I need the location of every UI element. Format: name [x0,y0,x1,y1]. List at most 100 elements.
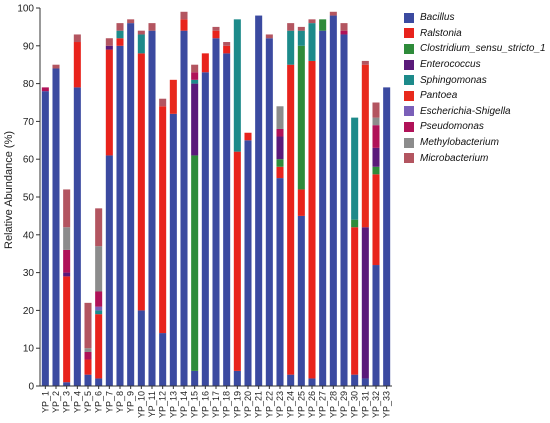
legend-item: Bacillus [404,10,546,26]
legend-label: Methylobacterium [420,137,499,149]
bar-stack-YP_23 [276,106,284,386]
legend-item: Enterococcus [404,57,546,73]
bar-stack-YP_32 [372,102,380,386]
x-tick-label: YP_19 [232,391,242,418]
bar-segment [361,60,369,65]
bar-segment [148,30,156,387]
bar-segment [308,23,316,61]
x-tick-label: YP_3 [62,391,72,413]
bar-stack-YP_22 [265,34,273,387]
x-tick-label: YP_14 [179,391,189,418]
bar-segment [52,68,60,386]
legend-label: Clostridium_sensu_stricto_1 [420,43,546,55]
bar-segment [223,45,231,54]
bar-segment [233,370,241,386]
legend-swatch [404,153,414,164]
bar-segment [73,34,81,43]
legend-item: Pseudomonas [404,119,546,135]
legend-item: Sphingomonas [404,72,546,88]
bar-segment [361,64,369,228]
legend-item: Microbacterium [404,150,546,166]
bar-segment [287,64,295,375]
bar-stack-YP_1 [41,87,49,386]
bar-segment [372,265,380,386]
bar-segment [287,374,295,386]
x-tick-label: YP_27 [318,391,328,418]
x-tick-label: YP_33 [382,391,392,418]
bar-segment [84,374,92,386]
bar-segment [329,15,337,387]
bar-segment [84,348,92,352]
bar-segment [372,117,380,126]
bar-segment [63,272,71,277]
bar-stack-YP_16 [201,53,209,386]
bar-segment [63,227,71,250]
bar-segment [148,23,156,31]
x-tick-label: YP_30 [350,391,360,418]
bar-stack-YP_24 [287,23,295,386]
x-tick-label: YP_18 [222,391,232,418]
y-tick-label: 60 [23,155,35,166]
bar-segment [287,23,295,31]
bar-segment [361,227,369,379]
bar-segment [116,30,124,39]
bar-segment [308,60,316,379]
bar-stack-YP_15 [191,64,199,386]
y-tick-label: 50 [23,193,35,204]
bar-segment [159,106,167,334]
legend-item: Methylobacterium [404,135,546,151]
bar-stack-YP_9 [127,19,135,387]
x-tick-label: YP_21 [254,391,264,418]
legend-swatch [404,121,414,132]
x-tick-label: YP_31 [360,391,370,418]
bar-stack-YP_26 [308,19,316,386]
legend-label: Pantoea [420,90,458,102]
legend-swatch [404,43,414,54]
bar-stack-YP_30 [351,117,359,386]
bar-segment [255,15,263,387]
bar-segment [116,38,124,46]
x-tick-label: YP_32 [371,391,381,418]
x-tick-label: YP_25 [296,391,306,418]
x-tick-label: YP_4 [72,391,82,413]
bar-segment [41,91,49,386]
y-axis-label: Relative Abundance (%) [3,131,15,249]
bar-stack-YP_5 [84,302,92,386]
bar-segment [105,155,113,386]
bar-stack-YP_7 [105,38,113,386]
bar-segment [319,30,327,387]
bar-segment [276,166,284,179]
bar-segment [297,26,305,31]
bar-stack-YP_3 [63,189,71,386]
x-axis-ticks: YP_1 YP_2 YP_3 YP_4 YP_5 YP_6 YP_7 YP_8 YP_9 YP_1… [40,386,392,418]
bar-segment [95,310,103,315]
x-tick-label: YP_15 [190,391,200,418]
bar-segment [127,23,135,387]
bar-segment [287,30,295,65]
y-tick-label: 20 [23,306,35,317]
x-tick-label: YP_1 [40,391,50,413]
bar-segment [95,208,103,247]
x-tick-label: YP_16 [200,391,210,418]
bar-stack-YP_17 [212,26,220,387]
bar-stack-YP_2 [52,64,60,386]
bar-segment [73,42,81,88]
legend-item: Pantoea [404,88,546,104]
bar-segment [180,19,188,31]
x-tick-label: YP_28 [328,391,338,418]
bar-segment [191,155,199,371]
bar-segment [351,227,359,375]
bar-segment [223,42,231,46]
bar-segment [169,79,177,114]
x-tick-label: YP_7 [104,391,114,413]
x-tick-label: YP_23 [275,391,285,418]
legend-swatch [404,59,414,70]
bar-segment [297,189,305,216]
bar-segment [41,87,49,92]
bar-segment [137,53,145,311]
bar-segment [84,359,92,375]
legend-label: Enterococcus [420,59,481,71]
bar-segment [351,219,359,228]
bar-segment [340,23,348,31]
